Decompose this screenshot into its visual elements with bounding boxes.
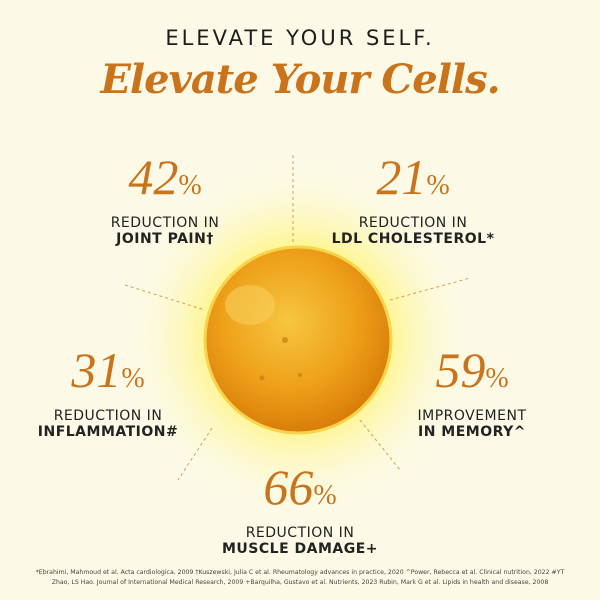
- subheadline: Elevate Your Cells.: [100, 56, 500, 103]
- stat-unit: %: [121, 363, 145, 394]
- stat-joint-pain: 42% REDUCTION IN JOINT PAIN†: [55, 152, 275, 247]
- stat-target: JOINT PAIN†: [116, 231, 214, 247]
- stat-ldl-cholesterol: 21% REDUCTION IN LDL CHOLESTEROL*: [303, 152, 523, 247]
- stat-label: REDUCTION IN: [358, 215, 468, 231]
- stat-target: IN MEMORY^: [417, 424, 526, 440]
- stat-unit: %: [485, 363, 509, 394]
- stat-unit: %: [313, 480, 337, 511]
- footnote-line: *Ebrahimi, Mahmoud et al. Acta cardiolog…: [35, 569, 565, 576]
- stat-value: 66: [263, 459, 314, 515]
- headline: ELEVATE YOUR SELF.: [165, 26, 435, 50]
- stat-target: LDL CHOLESTEROL*: [331, 231, 495, 247]
- stat-target: INFLAMMATION#: [37, 424, 179, 440]
- stat-label: REDUCTION IN: [110, 215, 220, 231]
- stat-label: REDUCTION IN: [245, 525, 355, 541]
- stat-value: 21: [376, 149, 427, 205]
- stat-unit: %: [178, 170, 202, 201]
- stat-label: IMPROVEMENT: [417, 408, 527, 424]
- stat-inflammation: 31% REDUCTION IN INFLAMMATION#: [0, 345, 218, 440]
- footnotes: *Ebrahimi, Mahmoud et al. Acta cardiolog…: [10, 568, 590, 588]
- stat-value: 31: [71, 342, 122, 398]
- stat-label: REDUCTION IN: [53, 408, 163, 424]
- stat-value: 59: [435, 342, 486, 398]
- stat-value: 42: [128, 149, 179, 205]
- stat-muscle-damage: 66% REDUCTION IN MUSCLE DAMAGE+: [190, 462, 410, 557]
- stat-target: MUSCLE DAMAGE+: [221, 541, 379, 557]
- footnote-line: Zhao, LS Hao. Journal of International M…: [51, 579, 549, 586]
- dashed-connectors: [124, 155, 471, 481]
- stat-memory: 59% IMPROVEMENT IN MEMORY^: [362, 345, 582, 440]
- stat-unit: %: [426, 170, 450, 201]
